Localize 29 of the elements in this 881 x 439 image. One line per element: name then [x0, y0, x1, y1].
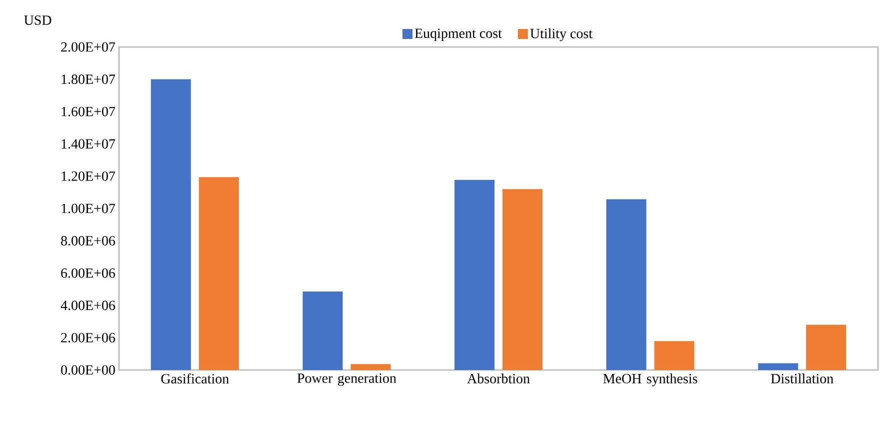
- bar: [350, 364, 391, 370]
- y-tick-label: 2.00E+06: [61, 332, 116, 342]
- bar: [654, 341, 694, 370]
- legend-label: Utility cost: [530, 28, 592, 42]
- y-axis-title: USD: [24, 15, 52, 25]
- y-tick-label: 1.60E+07: [62, 106, 116, 116]
- bar: [150, 79, 191, 370]
- bar: [198, 177, 239, 370]
- bar: [454, 180, 495, 370]
- bar: [606, 199, 646, 370]
- bar: [502, 189, 543, 370]
- bar: [758, 363, 798, 370]
- x-tick-label: Gasification: [161, 374, 229, 384]
- y-tick-label: 1.20E+07: [62, 171, 116, 181]
- y-tick-label: 6.00E+06: [61, 268, 116, 278]
- x-tick-label: MeOH synthesis: [603, 374, 698, 386]
- y-tick-label: 1.00E+07: [62, 204, 116, 214]
- bar: [302, 292, 343, 370]
- y-tick-label: 2.00E+07: [61, 42, 116, 52]
- y-tick-label: 4.00E+06: [60, 300, 116, 310]
- bar: [806, 324, 846, 370]
- y-tick-label: 1.40E+07: [62, 139, 116, 149]
- y-tick-label: 8.00E+06: [61, 236, 116, 246]
- x-tick-label: Absorbtion: [467, 374, 530, 384]
- y-tick-label: 0.00E+00: [61, 365, 115, 375]
- legend-label: Euqipment cost: [414, 28, 502, 41]
- y-tick-label: 1.80E+07: [62, 74, 116, 84]
- x-tick-label: Distillation: [771, 374, 834, 384]
- x-tick-label: Power generation: [297, 374, 396, 386]
